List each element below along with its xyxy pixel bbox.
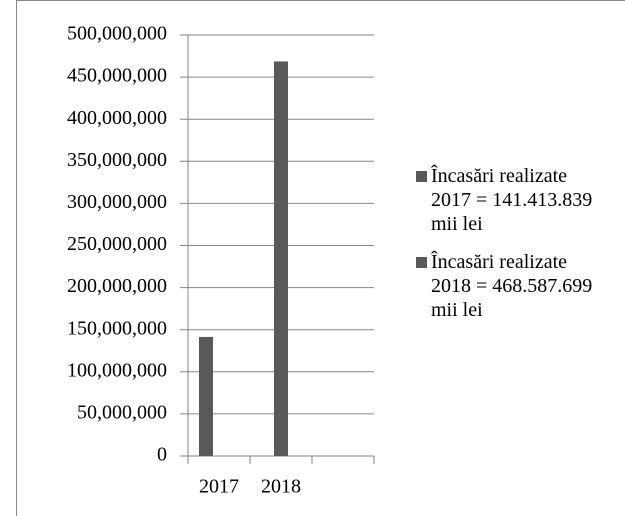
x-tick-label: 2018: [261, 476, 301, 498]
legend-entry: Încasări realizate 2017 = 141.413.839 mi…: [416, 164, 616, 236]
legend-entry: Încasări realizate 2018 = 468.587.699 mi…: [416, 250, 616, 322]
legend-swatch: [416, 257, 427, 268]
y-tick-label: 350,000,000: [67, 149, 167, 171]
y-tick-label: 250,000,000: [67, 233, 167, 255]
legend-label: Încasări realizate 2017 = 141.413.839 mi…: [431, 165, 593, 235]
y-tick-label: 150,000,000: [67, 317, 167, 339]
legend-swatch: [416, 171, 427, 182]
x-tick-label: 2017: [199, 476, 239, 498]
y-tick-label: 0: [157, 444, 167, 466]
legend-label: Încasări realizate 2018 = 468.587.699 mi…: [431, 251, 593, 321]
y-tick-label: 400,000,000: [67, 107, 167, 129]
y-tick-label: 200,000,000: [67, 275, 167, 297]
legend: Încasări realizate 2017 = 141.413.839 mi…: [416, 164, 616, 336]
chart-border: [16, 0, 625, 516]
bar: [274, 61, 288, 456]
y-tick-label: 50,000,000: [77, 401, 167, 423]
y-tick-label: 100,000,000: [67, 359, 167, 381]
y-tick-label: 450,000,000: [67, 65, 167, 87]
bar: [199, 336, 213, 456]
y-tick-label: 300,000,000: [67, 191, 167, 213]
y-tick-label: 500,000,000: [67, 23, 167, 45]
